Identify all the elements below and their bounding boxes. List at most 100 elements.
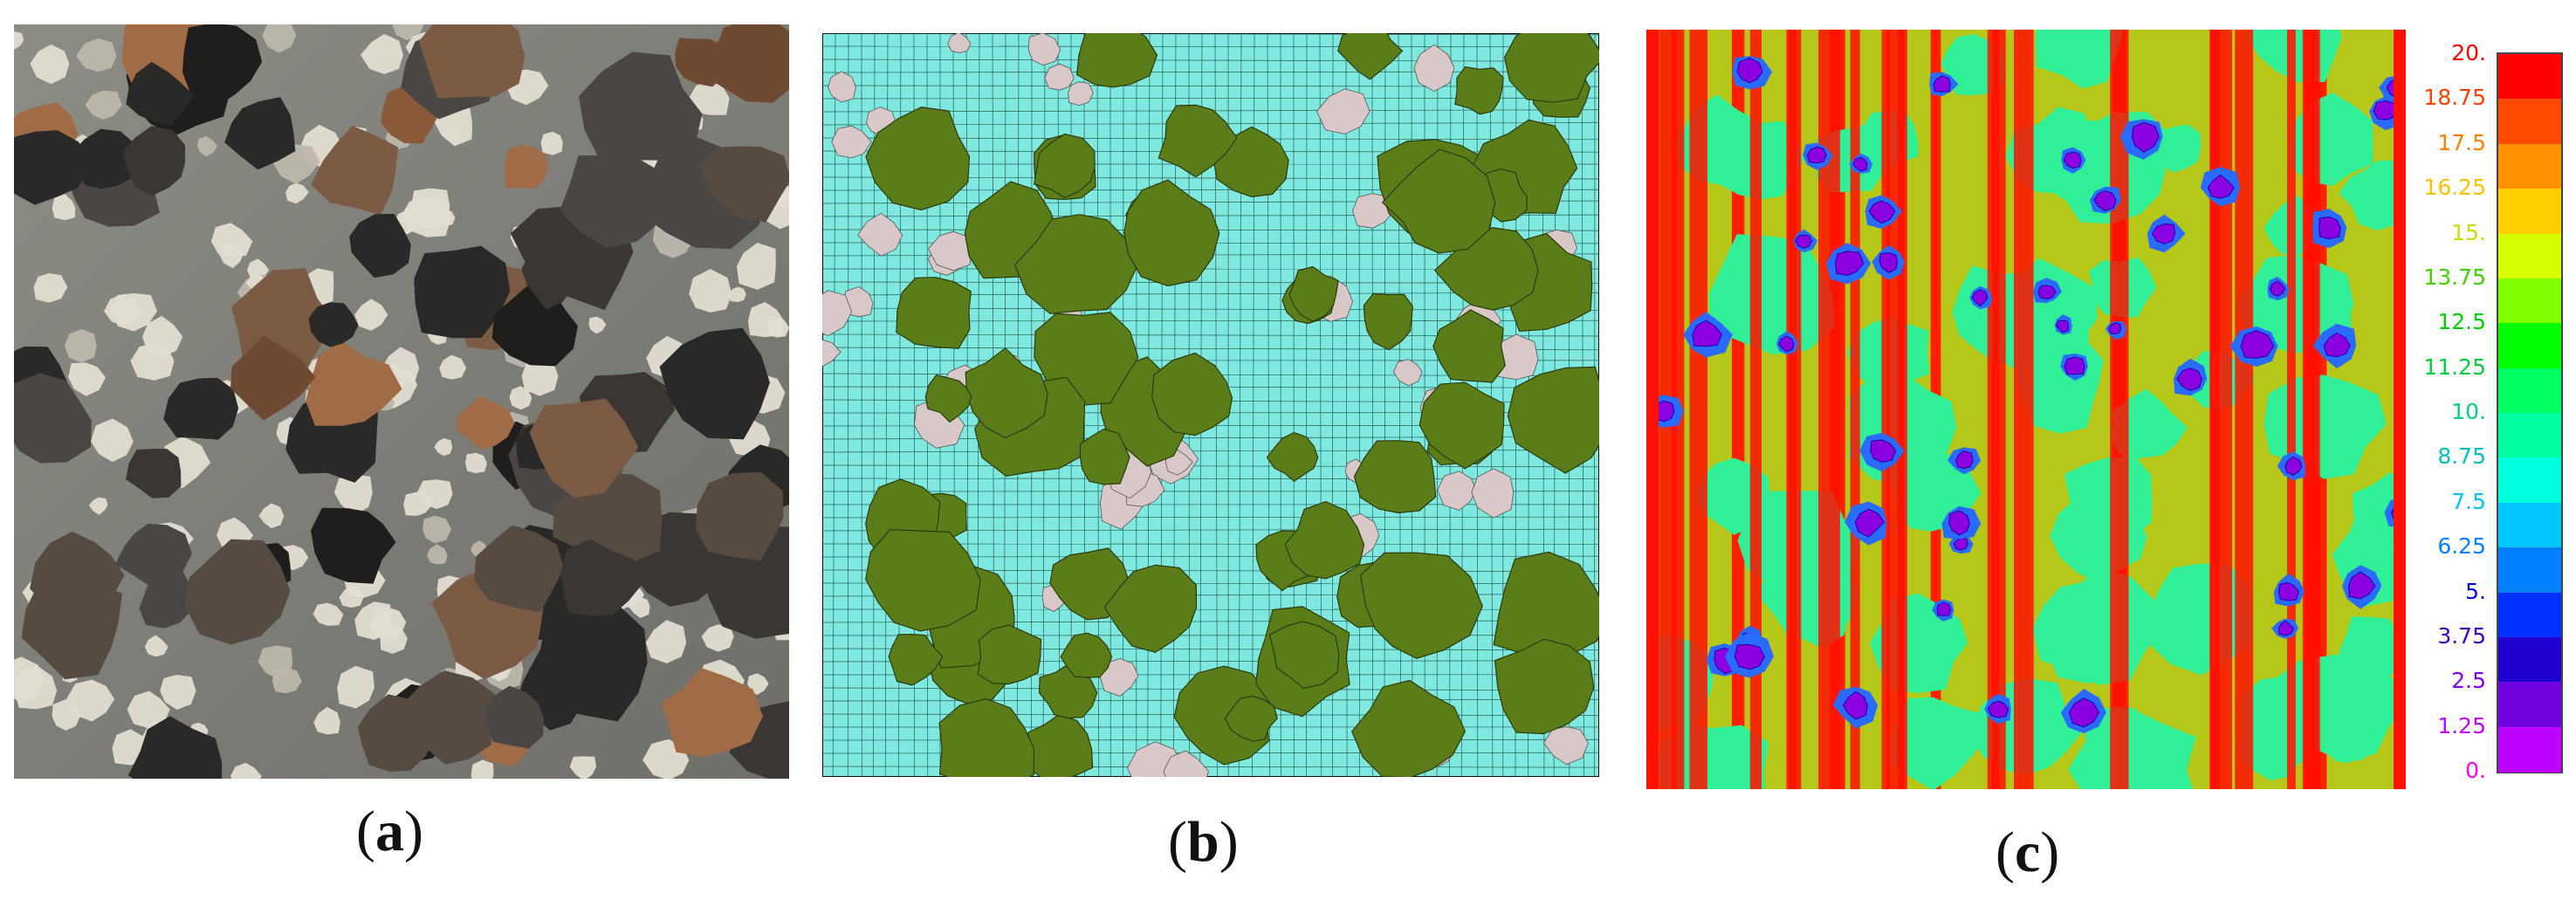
legend-tick-label: 7.5 — [2451, 488, 2486, 514]
light-aggregate — [509, 386, 532, 410]
dark-aggregate — [308, 302, 359, 347]
legend-segment — [2498, 636, 2561, 683]
legend-tick-label: 12.5 — [2437, 309, 2486, 335]
light-aggregate — [196, 136, 218, 157]
dark-aggregate — [311, 125, 399, 216]
contour-low-spot — [2176, 368, 2202, 392]
light-aggregate — [689, 269, 732, 313]
contour-low-spot — [1692, 320, 1723, 347]
fe-mesh-image — [822, 33, 1599, 777]
legend-tick-label: 10. — [2451, 399, 2486, 424]
contour-low-spot — [1778, 335, 1795, 353]
large-aggregate — [1359, 552, 1483, 659]
contour-streak — [2286, 30, 2296, 789]
light-aggregate — [689, 79, 730, 115]
legend-tick-label: 3.75 — [2437, 622, 2486, 649]
large-aggregate — [1079, 428, 1130, 485]
dark-aggregate — [14, 130, 92, 205]
light-aggregate — [144, 635, 168, 657]
light-aggregate — [313, 706, 340, 735]
small-aggregate — [1044, 63, 1075, 91]
small-aggregate — [831, 125, 872, 159]
legend-tick-label: 13.75 — [2423, 264, 2486, 290]
light-aggregate — [569, 756, 597, 779]
dark-aggregate — [114, 523, 192, 588]
contour-region — [2352, 472, 2406, 550]
dark-aggregate — [127, 716, 223, 779]
contour-region — [1890, 697, 1986, 789]
light-aggregate — [747, 301, 785, 338]
contour-low-spot — [1795, 234, 1813, 249]
light-aggregate — [88, 497, 108, 515]
dark-aggregate — [414, 245, 511, 339]
legend-segment — [2498, 592, 2561, 638]
dark-aggregate — [182, 24, 263, 110]
legend-segment — [2498, 413, 2561, 458]
legend-tick-label: 17.5 — [2437, 129, 2486, 155]
large-aggregate — [1151, 352, 1233, 436]
small-aggregate — [928, 230, 973, 271]
contour-region — [1658, 725, 1769, 789]
legend-tick-label: 20. — [2451, 40, 2486, 65]
legend-segment — [2498, 726, 2561, 773]
light-aggregate — [471, 759, 494, 779]
large-aggregate — [1353, 440, 1437, 514]
contour-low-spot — [2068, 697, 2100, 728]
contour-low-spot — [2064, 356, 2085, 375]
dark-aggregate — [224, 97, 296, 170]
small-aggregate — [1163, 750, 1209, 777]
large-aggregate — [896, 277, 972, 349]
large-aggregate — [1419, 381, 1505, 470]
dark-aggregate — [418, 24, 526, 99]
contour-low-spot — [1870, 439, 1897, 463]
light-aggregate — [247, 258, 270, 279]
contour-streak — [1818, 30, 1840, 789]
legend-segment — [2498, 99, 2561, 145]
contour-region — [2035, 30, 2124, 89]
caption-a: (a) — [356, 800, 423, 863]
dark-aggregate — [126, 449, 182, 498]
dark-aggregate — [357, 694, 437, 772]
small-aggregate — [947, 33, 972, 53]
contour-streak — [2013, 30, 2034, 789]
contour-low-spot — [1948, 510, 1970, 536]
light-aggregate — [410, 188, 450, 229]
dark-aggregate — [311, 507, 396, 584]
light-aggregate — [14, 665, 58, 710]
contour-panel-c — [1646, 30, 2406, 789]
contour-low-spot — [2037, 285, 2057, 300]
large-aggregate — [1494, 638, 1595, 735]
mesh-line — [822, 464, 1599, 468]
large-aggregate — [1268, 621, 1340, 690]
legend-tick-label: 18.75 — [2423, 85, 2486, 111]
contour-streak — [2307, 30, 2318, 789]
large-aggregate — [1363, 292, 1413, 351]
contour-low-spot — [2284, 456, 2303, 476]
contour-low-spot — [2063, 151, 2082, 169]
light-aggregate — [64, 328, 97, 363]
contour-streak — [1898, 30, 1907, 789]
dark-aggregate — [122, 126, 186, 196]
contour-low-spot — [1852, 156, 1868, 172]
contour-edge — [2394, 30, 2406, 789]
large-aggregate — [1381, 148, 1496, 254]
light-aggregate — [427, 544, 448, 565]
small-aggregate — [1437, 471, 1477, 511]
dark-aggregate — [184, 539, 291, 645]
light-aggregate — [337, 665, 374, 709]
large-aggregate — [1060, 632, 1113, 678]
contour-low-spot — [2055, 320, 2070, 333]
legend-tick-label: 2.5 — [2451, 668, 2486, 694]
light-aggregate — [339, 585, 364, 608]
light-aggregate — [210, 223, 253, 257]
dark-aggregate — [700, 146, 789, 223]
legend-tick-label: 1.25 — [2437, 712, 2486, 739]
light-aggregate — [85, 90, 122, 120]
large-aggregate — [1507, 366, 1599, 474]
light-aggregate — [110, 292, 158, 332]
light-aggregate — [65, 679, 115, 722]
contour-streak — [2235, 30, 2254, 789]
light-aggregate — [701, 624, 734, 652]
legend-tick-label: 11.25 — [2423, 354, 2486, 380]
contour-low-spot — [2323, 332, 2351, 358]
